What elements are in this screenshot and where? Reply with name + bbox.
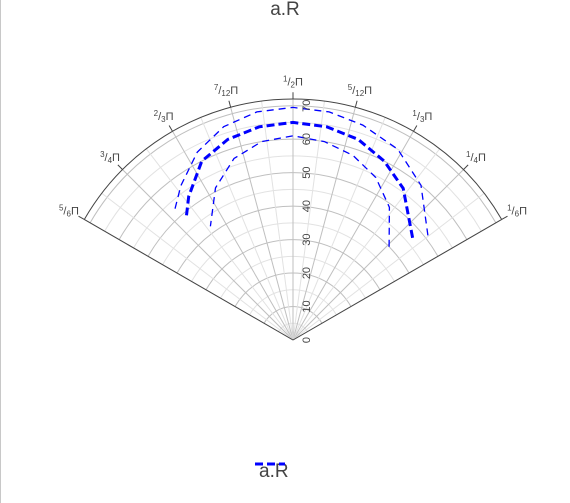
angular-tick — [354, 100, 358, 108]
sector-edge-left — [84, 219, 294, 341]
legend[interactable]: a.R — [253, 459, 289, 485]
angular-gridline — [292, 169, 464, 341]
angular-tick-label: 3/4Π — [100, 150, 120, 165]
angular-tick-label: 7/12Π — [214, 83, 238, 98]
angular-gridline — [292, 107, 356, 341]
radial-tick-label: 0 — [301, 337, 313, 343]
angular-gridline — [292, 148, 441, 341]
angular-tick — [501, 215, 508, 220]
angular-tick-label: 5/12Π — [348, 83, 372, 98]
angular-tick — [78, 215, 85, 220]
angular-gridline — [292, 131, 414, 341]
radial-tick-label: 60 — [301, 133, 313, 145]
radial-tick-label: 40 — [301, 200, 313, 212]
sector-edge-right — [292, 219, 502, 341]
radial-tick-label: 30 — [301, 233, 313, 245]
angular-tick — [168, 125, 173, 132]
angular-gridline — [200, 117, 294, 341]
radial-tick-label: 20 — [301, 267, 313, 279]
radial-tick-label: 50 — [301, 167, 313, 179]
series-line-band — [173, 106, 429, 236]
angular-gridline — [172, 131, 294, 341]
angular-tick — [413, 125, 418, 132]
angular-tick — [463, 164, 469, 170]
left-border — [0, 0, 1, 503]
angular-tick-label: 1/4Π — [466, 150, 486, 165]
angular-gridline — [101, 192, 294, 341]
angular-gridline — [292, 100, 325, 341]
radial-tick-label: 10 — [301, 300, 313, 312]
angular-tick — [228, 100, 232, 108]
angular-tick-label: 1/2Π — [283, 74, 303, 89]
angular-gridline — [292, 192, 485, 341]
angular-gridline — [122, 169, 294, 341]
series-line-band — [209, 135, 391, 247]
legend-swatch — [255, 462, 285, 466]
angular-gridline — [145, 148, 294, 341]
angular-gridline — [292, 117, 386, 341]
angular-tick — [117, 164, 123, 170]
polar-grid — [83, 98, 503, 341]
chart-title: a.R — [270, 0, 300, 20]
angular-tick-label: 5/6Π — [59, 204, 79, 219]
angular-gridline — [230, 107, 294, 341]
series-line-main — [185, 120, 415, 239]
outer-arc — [83, 98, 503, 220]
series-layer — [173, 106, 429, 247]
angular-tick-label: 1/6Π — [507, 204, 527, 219]
tick-labels: 5/6Π 3/4Π 2/3Π 7/12Π 1/2Π 5/12Π 1/3Π 1/4Π 1/6Π 0 1… — [59, 74, 527, 343]
angular-tick-label: 2/3Π — [154, 109, 174, 124]
legend-label: a.R — [259, 461, 289, 482]
angular-tick-label: 1/3Π — [412, 109, 432, 124]
radial-tick-label: 70 — [301, 100, 313, 112]
